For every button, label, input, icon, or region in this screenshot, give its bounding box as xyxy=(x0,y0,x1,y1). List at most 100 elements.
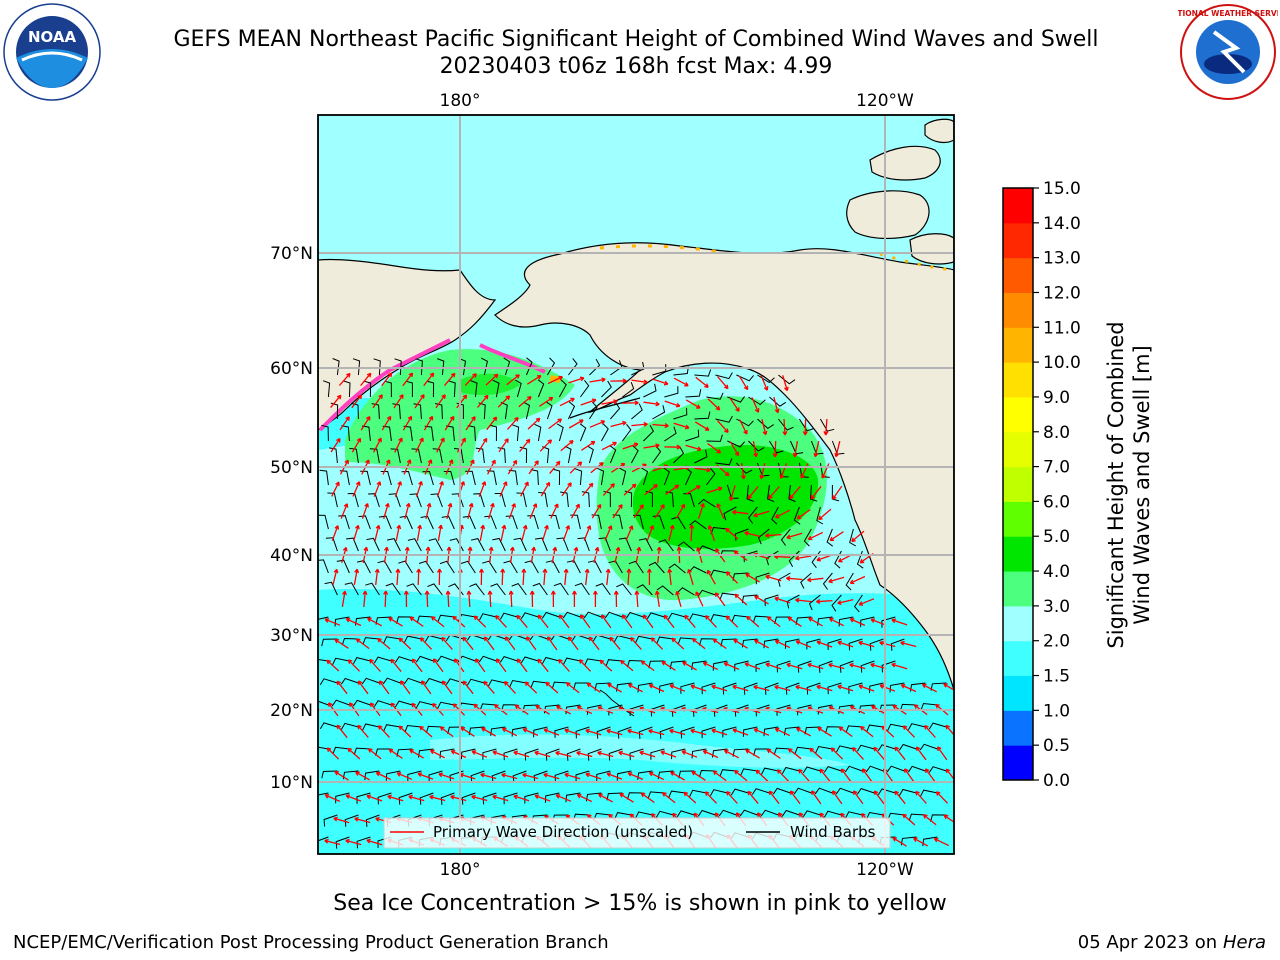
wind-barb xyxy=(668,790,686,798)
wave-arrow xyxy=(467,502,474,519)
wave-arrow xyxy=(810,790,822,805)
wave-arrow xyxy=(345,617,362,627)
wave-arrow xyxy=(704,791,718,804)
wave-arrow xyxy=(381,372,393,387)
wave-arrow xyxy=(774,509,791,519)
wave-arrow xyxy=(945,768,954,781)
colorbar-title-line2: Wind Waves and Swell [m] xyxy=(1130,345,1154,625)
wind-barb xyxy=(773,747,791,755)
wave-arrow xyxy=(902,813,916,826)
wave-arrow xyxy=(800,463,809,479)
lat-label-20n: 20°N xyxy=(270,701,313,721)
noaa-logo: NOAA xyxy=(3,3,101,101)
wave-arrow xyxy=(798,768,810,782)
wave-arrow xyxy=(444,372,456,387)
wind-barb xyxy=(375,748,392,756)
wave-arrow xyxy=(503,680,516,694)
wave-arrow xyxy=(903,768,915,783)
wind-barb xyxy=(849,528,857,547)
wind-barb xyxy=(425,725,443,734)
wind-barb xyxy=(673,446,685,464)
wave-arrow xyxy=(460,726,475,737)
wave-arrow xyxy=(485,373,499,386)
wind-barb xyxy=(815,745,833,754)
wave-arrow xyxy=(654,504,665,519)
wave-arrow xyxy=(723,749,740,759)
wind-barb xyxy=(768,440,784,454)
wave-arrow xyxy=(744,530,761,538)
wind-barb xyxy=(774,616,791,625)
wave-arrow xyxy=(631,421,648,427)
wind-barb xyxy=(318,700,329,706)
wave-arrow xyxy=(375,771,392,781)
wave-arrow xyxy=(488,502,495,519)
wave-arrow xyxy=(394,481,403,497)
wind-barb xyxy=(344,814,359,827)
wind-barb xyxy=(760,809,779,817)
wave-arrow xyxy=(870,662,887,670)
wave-arrow xyxy=(943,683,954,691)
colorbar-segment xyxy=(1003,571,1033,607)
wind-barb xyxy=(667,612,686,620)
wind-barb xyxy=(694,369,712,377)
wave-arrow xyxy=(682,661,697,671)
wave-arrow xyxy=(622,442,639,450)
wave-arrow xyxy=(589,377,606,383)
wind-barb xyxy=(396,616,413,624)
wind-barb xyxy=(513,537,527,552)
wind-barb xyxy=(511,424,520,442)
wave-arrow xyxy=(738,375,749,391)
nws-logo-text: NATIONAL WEATHER SERVICE xyxy=(1178,9,1278,18)
wave-arrow xyxy=(334,638,349,649)
wave-arrow xyxy=(580,398,597,406)
wind-barb xyxy=(415,655,434,663)
wind-barb xyxy=(755,572,770,585)
wind-barb xyxy=(781,809,800,817)
wind-barb xyxy=(757,528,770,545)
wind-barb xyxy=(448,380,456,398)
wave-band-4m-gulf xyxy=(632,444,819,549)
wind-barb xyxy=(566,748,581,761)
wind-barb xyxy=(323,814,338,827)
wave-arrow xyxy=(747,485,759,500)
wind-barb xyxy=(688,566,707,574)
wind-barb xyxy=(497,447,506,464)
wind-barb xyxy=(606,792,623,801)
wind-barb xyxy=(332,657,350,665)
wind-barb xyxy=(610,402,621,420)
wind-barb xyxy=(492,379,500,398)
wave-arrow xyxy=(773,397,780,414)
wind-barb xyxy=(785,682,800,695)
wave-arrow xyxy=(390,658,402,673)
land-chukotka xyxy=(318,115,497,431)
wind-barb xyxy=(898,788,917,796)
wave-arrow xyxy=(915,746,927,761)
wind-barb xyxy=(808,594,821,611)
wave-arrow xyxy=(766,616,781,628)
wind-barb xyxy=(579,379,590,398)
wind-barb xyxy=(650,748,665,760)
wave-arrow xyxy=(849,575,866,585)
wave-arrow xyxy=(622,400,639,406)
wind-barb xyxy=(656,585,674,596)
legend-barb-label: Wind Barbs xyxy=(790,823,876,841)
wave-arrow xyxy=(486,416,498,431)
wind-barb xyxy=(719,592,737,600)
wind-barb xyxy=(616,583,632,596)
wave-arrow xyxy=(355,771,371,781)
wave-arrow xyxy=(336,680,348,695)
wave-arrow xyxy=(581,440,596,451)
wind-barb xyxy=(614,812,632,820)
wind-barb xyxy=(899,703,917,712)
wind-barb xyxy=(398,560,413,574)
wind-barb xyxy=(411,448,422,464)
wave-arrow xyxy=(559,397,575,407)
wave-arrow xyxy=(774,727,791,737)
wind-barb xyxy=(564,445,572,464)
wind-barb xyxy=(809,484,818,502)
wave-arrow xyxy=(654,590,660,607)
wind-barb xyxy=(574,468,583,486)
wind-barb xyxy=(677,541,695,552)
wind-barb xyxy=(436,655,455,663)
wind-barb xyxy=(432,448,443,464)
